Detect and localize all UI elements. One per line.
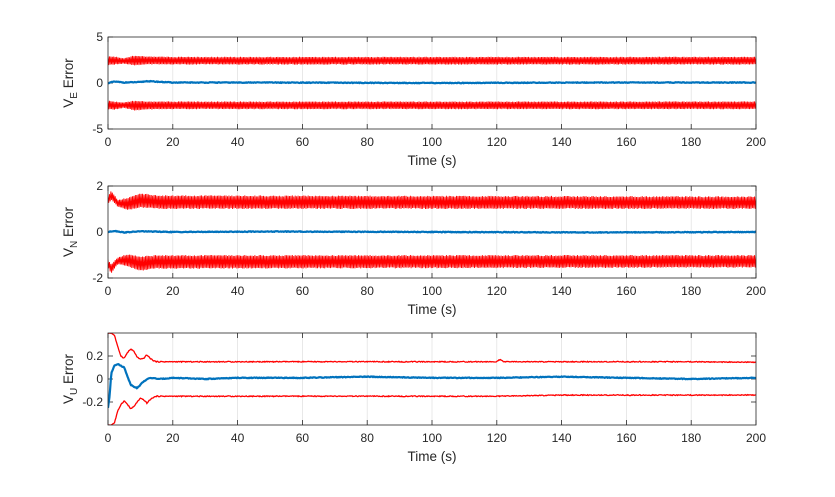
y-axis-label-sub: E xyxy=(69,92,80,99)
y-tick-label: 0 xyxy=(96,76,103,90)
series-group xyxy=(108,55,756,111)
x-tick-label: 120 xyxy=(487,431,507,445)
lower-bound-line xyxy=(108,393,756,425)
y-axis-label-main: V xyxy=(61,248,76,257)
x-tick-label: 160 xyxy=(616,431,636,445)
x-tick-label: 200 xyxy=(746,431,766,445)
x-tick-label: 40 xyxy=(231,284,245,298)
x-tick-label: 200 xyxy=(746,135,766,149)
y-tick-label: 0 xyxy=(96,372,103,386)
x-tick-label: 160 xyxy=(616,284,636,298)
x-axis-label: Time (s) xyxy=(408,302,457,317)
y-tick-label: 0 xyxy=(96,225,103,239)
y-axis-label: VN Error xyxy=(61,206,80,257)
y-tick-label: -2 xyxy=(92,271,103,285)
upper-bound-line xyxy=(108,333,756,364)
y-axis-label-sub: U xyxy=(69,388,80,395)
x-tick-label: 160 xyxy=(616,135,636,149)
x-tick-label: 80 xyxy=(361,431,375,445)
y-axis-label-suffix: Error xyxy=(61,353,76,387)
series-group xyxy=(108,333,756,425)
y-axis-label-main: V xyxy=(61,99,76,108)
lower-bound-line xyxy=(108,100,756,111)
x-tick-label: 80 xyxy=(361,135,375,149)
x-axis-label: Time (s) xyxy=(408,449,457,464)
y-axis-label-main: V xyxy=(61,395,76,404)
error-line xyxy=(108,229,756,234)
y-tick-label: 5 xyxy=(96,30,103,44)
y-tick-label: -0.2 xyxy=(82,395,103,409)
x-tick-label: 0 xyxy=(105,135,112,149)
x-tick-label: 200 xyxy=(746,284,766,298)
lower-bound-line xyxy=(108,254,756,273)
x-tick-label: 180 xyxy=(681,284,701,298)
x-tick-label: 0 xyxy=(105,431,112,445)
x-tick-label: 100 xyxy=(422,284,442,298)
series-group xyxy=(108,191,756,273)
x-axis-label: Time (s) xyxy=(408,153,457,168)
x-tick-label: 20 xyxy=(166,284,180,298)
y-tick-label: 2 xyxy=(96,179,103,193)
x-tick-label: 120 xyxy=(487,284,507,298)
axes-box xyxy=(107,185,757,279)
subplot-3: 0 20 40 60 80 100 120 140 160 180 200 0.2 0 -0.2 Time … xyxy=(61,332,766,464)
axes-box xyxy=(107,332,757,426)
x-tick-label: 180 xyxy=(681,431,701,445)
error-line xyxy=(108,79,756,85)
x-tick-label: 140 xyxy=(552,431,572,445)
axes-box xyxy=(107,36,757,130)
x-tick-label: 80 xyxy=(361,284,375,298)
x-tick-label: 60 xyxy=(296,431,310,445)
x-tick-label: 0 xyxy=(105,284,112,298)
x-tick-label: 120 xyxy=(487,135,507,149)
y-axis-label-suffix: Error xyxy=(61,58,76,92)
y-tick-label: -5 xyxy=(92,122,103,136)
x-tick-label: 140 xyxy=(552,135,572,149)
y-axis-label-sub: N xyxy=(69,241,80,248)
y-axis-label: VU Error xyxy=(61,353,80,404)
y-tick-label: 0.2 xyxy=(86,349,103,363)
upper-bound-line xyxy=(108,55,756,66)
x-tick-label: 20 xyxy=(166,135,180,149)
x-tick-label: 100 xyxy=(422,431,442,445)
y-axis-label-suffix: Error xyxy=(61,206,76,240)
x-tick-label: 60 xyxy=(296,284,310,298)
x-tick-label: 20 xyxy=(166,431,180,445)
upper-bound-line xyxy=(108,191,756,210)
x-tick-label: 140 xyxy=(552,284,572,298)
x-tick-label: 40 xyxy=(231,135,245,149)
x-tick-label: 100 xyxy=(422,135,442,149)
y-axis-label: VE Error xyxy=(61,58,80,108)
x-tick-label: 60 xyxy=(296,135,310,149)
x-tick-label: 40 xyxy=(231,431,245,445)
x-tick-label: 180 xyxy=(681,135,701,149)
error-line xyxy=(108,363,756,409)
